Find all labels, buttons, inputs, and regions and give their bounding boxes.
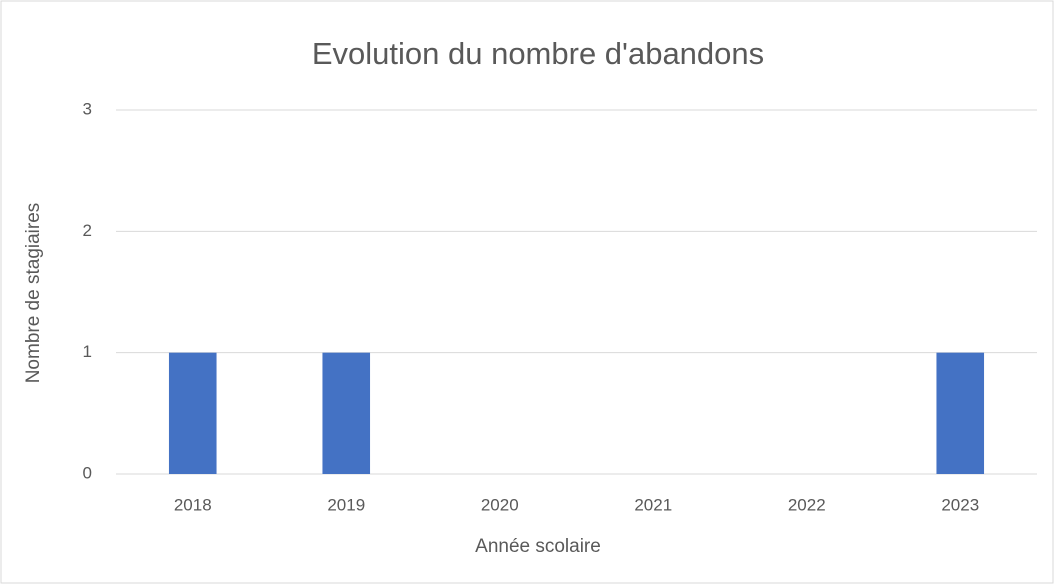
chart-title: Evolution du nombre d'abandons (312, 36, 764, 71)
x-tick-label: 2019 (327, 495, 365, 514)
x-axis-label: Année scolaire (475, 536, 601, 557)
y-tick-label: 3 (83, 99, 92, 118)
y-tick-label: 1 (83, 342, 92, 361)
x-tick-label: 2020 (481, 495, 519, 514)
y-tick-label: 2 (83, 221, 92, 240)
y-tick-label: 0 (83, 463, 92, 482)
y-axis-label: Nombre de stagiaires (23, 203, 44, 384)
x-tick-label: 2021 (634, 495, 672, 514)
bar (322, 352, 371, 474)
x-tick-label: 2022 (788, 495, 826, 514)
bar (168, 352, 217, 474)
bar (936, 352, 985, 474)
x-tick-label: 2018 (174, 495, 212, 514)
x-tick-label: 2023 (941, 495, 979, 514)
